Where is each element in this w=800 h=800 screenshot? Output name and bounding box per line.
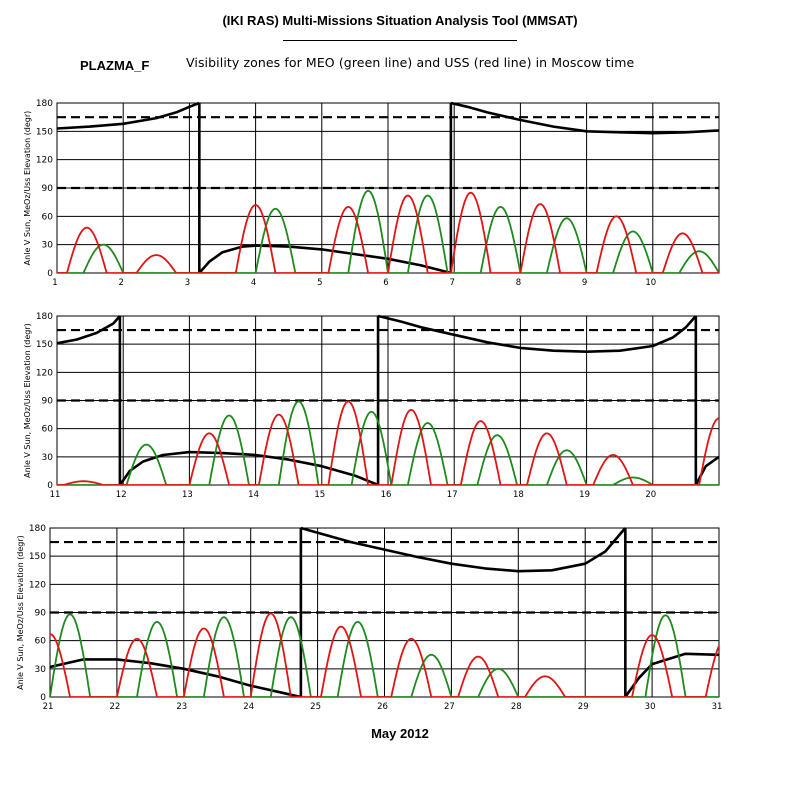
y-tick-label: 90 — [42, 397, 54, 407]
x-tick-label: 21 — [43, 702, 54, 712]
x-tick-label: 30 — [645, 702, 656, 712]
x-tick-label: 29 — [578, 702, 589, 712]
sun-angle-line — [624, 652, 719, 697]
x-tick-label: 27 — [444, 702, 455, 712]
x-tick-label: 9 — [582, 278, 587, 288]
y-tick-label: 180 — [36, 312, 53, 322]
y-tick-label: 0 — [47, 481, 53, 491]
y-axis-label: Anle V Sun, MeOz/Uss Elevation (degr) — [16, 535, 25, 690]
y-tick-label: 150 — [36, 127, 53, 137]
chart-panel-3: 0 30 60 90 120 150 180 21 22 23 24 25 26 27 28 29 30 31 An… — [16, 524, 723, 712]
y-tick-label: 180 — [36, 99, 53, 109]
x-tick-label: 26 — [377, 702, 388, 712]
x-tick-label: 4 — [251, 278, 256, 288]
x-tick-label: 6 — [383, 278, 388, 288]
x-tick-label: 18 — [513, 490, 524, 500]
sun-angle-line — [198, 244, 452, 273]
y-tick-label: 60 — [42, 425, 54, 435]
y-axis-label: Anle V Sun, MeOz/Uss Elevation (degr) — [23, 323, 32, 478]
x-tick-label: 11 — [50, 490, 61, 500]
y-tick-label: 150 — [36, 340, 53, 350]
x-tick-label: 22 — [109, 702, 120, 712]
series-group — [57, 314, 719, 485]
x-tick-label: 23 — [176, 702, 187, 712]
y-tick-label: 150 — [29, 552, 46, 562]
x-tick-label: 17 — [447, 490, 458, 500]
x-tick-label: 15 — [314, 490, 325, 500]
app-title: (IKI RAS) Multi-Missions Situation Analy… — [222, 13, 578, 28]
y-tick-label: 90 — [35, 609, 47, 619]
sun-angle-line — [57, 315, 121, 345]
meo-elevation-line — [50, 613, 719, 697]
y-tick-label: 60 — [35, 637, 47, 647]
y-tick-label: 180 — [29, 524, 46, 534]
x-tick-label: 16 — [381, 490, 392, 500]
y-tick-label: 120 — [36, 368, 53, 378]
y-axis-label: Anle V Sun, MeOz/Uss Elevation (degr) — [23, 111, 32, 266]
x-tick-label: 31 — [712, 702, 723, 712]
x-tick-label: 25 — [310, 702, 321, 712]
sun-angle-line — [118, 450, 379, 485]
x-tick-label: 10 — [645, 278, 656, 288]
y-tick-label: 30 — [42, 453, 54, 463]
x-tick-label: 1 — [52, 278, 57, 288]
sun-angle-line — [300, 526, 627, 573]
uss-elevation-line — [57, 191, 719, 273]
sun-angle-line — [377, 314, 697, 354]
chart-panel-1: 0 30 60 90 120 150 180 1 2 3 4 5 6 7 8 9 10 Anle V Sun, M… — [23, 99, 720, 288]
series-group — [57, 101, 719, 273]
x-tick-label: 13 — [182, 490, 193, 500]
x-tick-label: 24 — [243, 702, 254, 712]
x-tick-label: 2 — [118, 278, 123, 288]
x-tick-label: 7 — [449, 278, 454, 288]
y-tick-label: 0 — [40, 693, 46, 703]
x-tick-label: 8 — [516, 278, 521, 288]
x-tick-label: 5 — [317, 278, 322, 288]
chart-panel-2: 0 30 60 90 120 150 180 11 12 13 14 15 16 17 18 19 20 Anle… — [23, 312, 720, 500]
chart-subtitle: Visibility zones for MEO (green line) an… — [186, 55, 635, 70]
series-group — [50, 526, 719, 697]
x-tick-label: 28 — [511, 702, 522, 712]
x-tick-label: 14 — [248, 490, 259, 500]
x-tick-label: 20 — [645, 490, 656, 500]
y-tick-label: 0 — [47, 269, 53, 279]
y-tick-label: 120 — [29, 580, 46, 590]
y-tick-label: 30 — [35, 665, 47, 675]
month-label: May 2012 — [371, 726, 429, 741]
sun-angle-line — [50, 658, 302, 697]
y-tick-label: 90 — [42, 184, 54, 194]
x-tick-label: 3 — [185, 278, 190, 288]
title-underline — [283, 40, 517, 41]
mission-name: PLAZMA_F — [80, 58, 150, 73]
sun-angle-line — [57, 101, 200, 130]
uss-elevation-line — [57, 400, 719, 485]
y-tick-label: 30 — [42, 241, 54, 251]
x-tick-label: 19 — [579, 490, 590, 500]
y-tick-label: 120 — [36, 156, 53, 166]
x-tick-label: 12 — [116, 490, 127, 500]
sun-angle-line — [694, 455, 719, 485]
sun-angle-line — [450, 101, 719, 135]
meo-elevation-line — [57, 400, 719, 485]
y-tick-label: 60 — [42, 212, 54, 222]
